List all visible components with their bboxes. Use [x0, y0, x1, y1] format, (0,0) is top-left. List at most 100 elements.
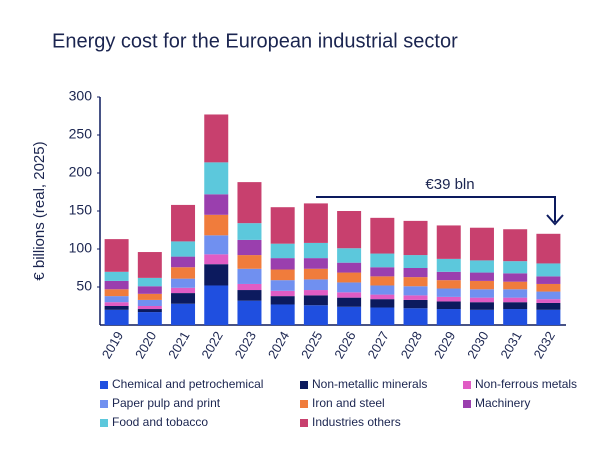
bar-segment: [204, 254, 229, 265]
bar-segment: [370, 285, 395, 295]
x-tick-label: 2024: [265, 329, 292, 362]
bar-segment: [204, 162, 229, 195]
bar-segment: [171, 241, 196, 257]
bar-segment: [370, 299, 395, 308]
legend-swatch: [100, 419, 108, 427]
bar-segment: [171, 287, 196, 294]
bar-segment: [171, 256, 196, 268]
annotation-arrow: [316, 196, 556, 222]
bar-segment: [370, 294, 395, 300]
bar-segment: [469, 302, 494, 310]
bar-segment: [436, 296, 461, 302]
bar-segment: [337, 211, 362, 249]
bar-segment: [303, 268, 328, 280]
bar-segment: [237, 255, 262, 269]
bar-segment: [237, 300, 262, 325]
bar-segment: [237, 223, 262, 240]
bar-segment: [171, 303, 196, 325]
bar-segment: [270, 269, 295, 281]
x-tick-label: 2032: [531, 329, 558, 362]
legend-label: Food and tobacco: [112, 415, 208, 429]
bar-segment: [303, 295, 328, 306]
bar-segment: [171, 293, 196, 304]
bar-segment: [204, 214, 229, 236]
bar-segment: [503, 261, 528, 274]
arrow-head: [546, 214, 564, 226]
bar-segment: [370, 267, 395, 277]
bar-segment: [403, 255, 428, 268]
bar-segment: [469, 260, 494, 273]
bar-segment: [204, 264, 229, 286]
bar-segment: [536, 291, 561, 300]
bar-segment: [104, 271, 129, 281]
bar-segment: [137, 286, 162, 294]
bar-segment: [204, 194, 229, 215]
bar-segment: [303, 290, 328, 296]
bar-segment: [436, 301, 461, 310]
x-tick-label: 2019: [99, 329, 126, 362]
bar-segment: [237, 283, 262, 291]
legend-swatch: [463, 381, 471, 389]
y-tick-label: 50: [76, 278, 92, 294]
bar-segment: [237, 290, 262, 301]
legend-label: Machinery: [475, 396, 530, 410]
bar-segment: [204, 285, 229, 325]
x-tick-label: 2028: [398, 329, 425, 362]
bar-segment: [204, 114, 229, 163]
legend-label: Iron and steel: [312, 396, 385, 410]
bar-segment: [270, 258, 295, 270]
bar-segment: [104, 302, 129, 306]
y-axis-label: € billions (real, 2025): [31, 141, 48, 280]
bar-segment: [270, 290, 295, 297]
bar-segment: [536, 299, 561, 303]
x-tick-label: 2029: [431, 329, 458, 362]
x-tick-label: 2023: [232, 329, 259, 362]
bar-segment: [171, 267, 196, 279]
bar-segment: [536, 263, 561, 277]
bar-segment: [536, 233, 561, 264]
bar-segment: [237, 268, 262, 284]
bar-segment: [503, 229, 528, 262]
bar-segment: [503, 289, 528, 298]
bar-segment: [303, 203, 328, 243]
bar-segment: [370, 307, 395, 325]
annotation: €39 bln: [425, 176, 474, 193]
bar-segment: [337, 272, 362, 283]
bar-segment: [137, 252, 162, 278]
legend-label: Chemical and petrochemical: [112, 377, 263, 391]
bar-segment: [270, 280, 295, 291]
bar-segment: [104, 296, 129, 303]
bar-segment: [104, 309, 129, 325]
bar-segment: [403, 286, 428, 296]
bar-segment: [403, 220, 428, 256]
bar-segment: [469, 280, 494, 290]
legend-label: Non-ferrous metals: [475, 377, 577, 391]
y-tick-label: 250: [69, 126, 93, 142]
bar-segment: [270, 243, 295, 259]
bar-segment: [104, 280, 129, 290]
x-tick-label: 2021: [165, 329, 192, 362]
chart-title: Energy cost for the European industrial …: [52, 30, 458, 52]
legend-label: Paper pulp and print: [112, 396, 221, 410]
bar-segment: [104, 239, 129, 272]
bar-segment: [436, 225, 461, 259]
bar-segment: [137, 306, 162, 310]
legend-swatch: [100, 400, 108, 408]
bar-segment: [171, 278, 196, 288]
bar-segment: [270, 304, 295, 325]
bar-segment: [436, 309, 461, 325]
bar-segment: [503, 309, 528, 325]
bar-segment: [237, 239, 262, 256]
bar-segment: [436, 271, 461, 281]
x-tick-label: 2031: [497, 329, 524, 362]
x-tick-label: 2027: [364, 329, 391, 362]
legend-swatch: [100, 381, 108, 389]
bar-segment: [436, 288, 461, 297]
bar-segment: [436, 280, 461, 289]
bar-segment: [137, 309, 162, 313]
bar-segment: [536, 302, 561, 310]
x-tick-label: 2022: [198, 329, 225, 362]
bar-segment: [370, 276, 395, 286]
y-tick-label: 300: [69, 88, 93, 104]
